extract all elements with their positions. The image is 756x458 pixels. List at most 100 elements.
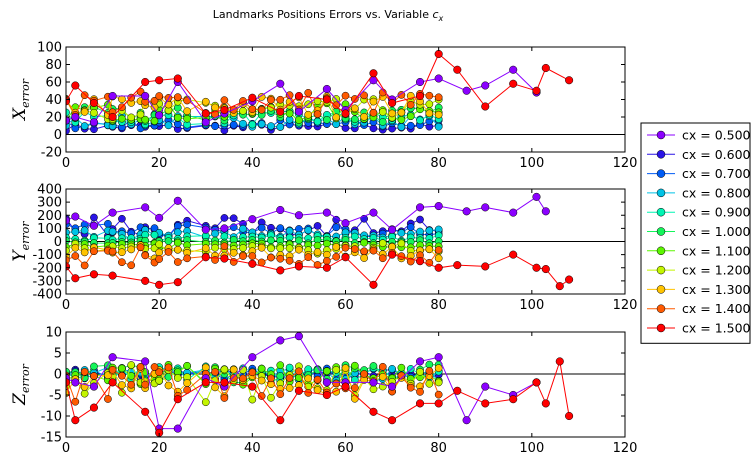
data-point	[415, 203, 425, 212]
data-point	[481, 203, 490, 212]
data-point	[183, 114, 191, 123]
x-tick-label: 0	[62, 156, 70, 171]
data-point	[80, 108, 89, 116]
data-point	[341, 253, 350, 262]
data-point	[248, 382, 257, 391]
data-point	[425, 109, 434, 118]
data-point	[416, 227, 424, 236]
data-point	[71, 378, 80, 387]
data-point	[388, 416, 397, 425]
data-point	[141, 251, 150, 260]
legend-item: cx = 1.000	[647, 224, 751, 239]
data-point	[462, 207, 471, 216]
data-point	[229, 374, 238, 382]
data-point	[118, 258, 126, 267]
data-point	[155, 376, 164, 385]
data-point	[341, 364, 350, 372]
data-point	[173, 113, 182, 122]
data-point	[285, 384, 294, 392]
data-point	[127, 380, 136, 389]
data-point	[397, 363, 406, 372]
x-tick-label: 100	[519, 441, 544, 456]
data-point	[267, 244, 275, 253]
data-point	[434, 399, 443, 408]
y-tick-label: 10	[45, 326, 62, 341]
plot-area	[66, 49, 625, 135]
data-point	[332, 101, 341, 110]
legend-label: cx = 1.400	[682, 301, 751, 316]
data-point	[90, 372, 98, 380]
data-point	[267, 253, 275, 262]
data-point	[406, 383, 415, 392]
data-point	[229, 365, 238, 374]
data-point	[150, 363, 159, 371]
data-point	[257, 223, 266, 232]
data-point	[239, 224, 247, 233]
data-point	[141, 203, 150, 212]
y-axis-label: Zerror	[10, 363, 32, 405]
data-point	[425, 226, 434, 235]
legend-marker	[656, 304, 666, 313]
data-point	[295, 367, 303, 376]
data-point	[164, 100, 173, 109]
data-point	[313, 241, 322, 250]
data-point	[141, 407, 150, 416]
data-point	[285, 227, 294, 235]
data-point	[532, 86, 541, 95]
data-point	[509, 65, 518, 74]
data-point	[276, 416, 285, 425]
data-point	[257, 120, 266, 128]
data-point	[108, 91, 117, 101]
legend-label: cx = 0.700	[682, 166, 751, 181]
x-tick-label: 80	[430, 298, 447, 313]
data-point	[211, 122, 219, 131]
legend-label: cx = 1.200	[682, 263, 751, 278]
data-point	[388, 98, 397, 108]
data-point	[257, 93, 266, 101]
data-point	[294, 107, 303, 116]
data-point	[248, 395, 257, 404]
legend-item: cx = 1.400	[647, 301, 751, 316]
data-point	[369, 69, 378, 78]
data-point	[164, 248, 173, 256]
data-point	[150, 231, 159, 239]
y-tick-label: 0	[54, 368, 62, 383]
data-point	[509, 395, 518, 404]
data-point	[90, 213, 98, 222]
data-point	[360, 91, 368, 100]
data-point	[416, 215, 424, 224]
data-point	[141, 91, 150, 101]
data-point	[481, 399, 490, 408]
data-point	[406, 112, 415, 121]
y-tick-label: 5	[54, 347, 62, 362]
data-point	[89, 382, 98, 391]
data-point	[71, 243, 80, 252]
data-point	[136, 243, 145, 252]
y-tick-label: 400	[37, 183, 62, 198]
data-point	[164, 381, 173, 390]
data-point	[294, 91, 303, 101]
data-point	[173, 245, 182, 254]
data-point	[509, 79, 518, 88]
data-point	[341, 382, 350, 391]
data-point	[322, 390, 331, 400]
data-point	[155, 368, 164, 377]
data-point	[248, 120, 257, 129]
data-point	[141, 380, 150, 389]
y-tick-label: 200	[37, 209, 62, 224]
data-point	[155, 92, 164, 100]
data-point	[80, 368, 89, 376]
data-point	[350, 394, 359, 403]
y-tick-label: -10	[41, 410, 62, 425]
y-tick-label: 40	[45, 93, 62, 108]
data-point	[541, 63, 550, 73]
data-point	[220, 214, 229, 222]
data-point	[322, 378, 331, 387]
data-point	[248, 368, 257, 377]
data-point	[118, 371, 126, 380]
x-tick-label: 80	[430, 156, 447, 171]
data-point	[201, 398, 210, 407]
data-point	[211, 243, 219, 252]
data-point	[313, 386, 322, 394]
data-point	[183, 254, 191, 263]
